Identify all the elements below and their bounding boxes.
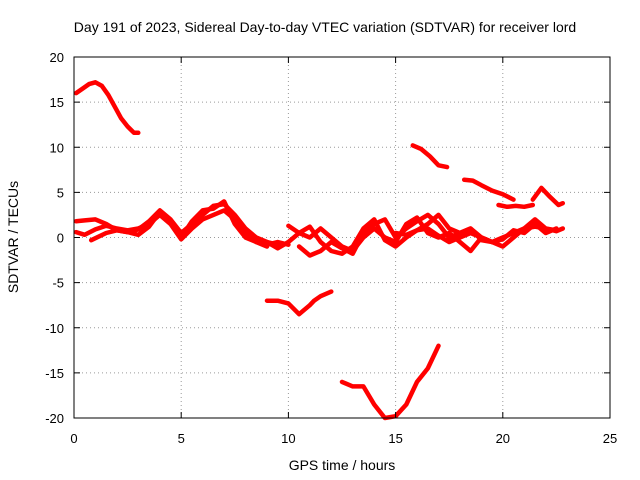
x-tick-label: 10: [281, 431, 295, 446]
y-tick-label: -5: [52, 276, 64, 291]
series-arc-5: [264, 217, 484, 256]
series-arc-13: [496, 202, 536, 210]
series-arc-1: [73, 80, 141, 136]
x-tick-label: 25: [603, 431, 617, 446]
series-arc-14: [530, 185, 566, 208]
y-tick-label: 15: [50, 95, 64, 110]
series-group: [73, 80, 566, 421]
y-tick-label: -10: [45, 321, 64, 336]
x-tick-label: 20: [496, 431, 510, 446]
y-tick-label: 10: [50, 140, 64, 155]
y-axis-label: SDTVAR / TECUs: [5, 181, 21, 293]
x-tick-label: 15: [388, 431, 402, 446]
series-arc-4: [88, 199, 291, 247]
series-arc-11: [410, 143, 450, 170]
series-arc-8: [393, 212, 566, 249]
y-tick-label: 5: [57, 185, 64, 200]
series-arc-12: [461, 177, 516, 202]
y-tick-label: -15: [45, 366, 64, 381]
grid: [74, 57, 610, 418]
series-arc-9: [264, 289, 334, 317]
chart-title: Day 191 of 2023, Sidereal Day-to-day VTE…: [74, 19, 576, 35]
y-tick-label: 20: [50, 50, 64, 65]
y-tick-label: -20: [45, 411, 64, 426]
x-tick-label: 5: [178, 431, 185, 446]
axis-ticks: 0 5 10 15 20 25 -20 -15 -10 -5 0 5 10 15 20: [45, 50, 617, 446]
y-tick-label: 0: [57, 231, 64, 246]
series-arc-10: [339, 343, 441, 421]
x-tick-label: 0: [70, 431, 77, 446]
x-axis-label: GPS time / hours: [289, 457, 396, 473]
series-arc-7: [296, 212, 559, 258]
